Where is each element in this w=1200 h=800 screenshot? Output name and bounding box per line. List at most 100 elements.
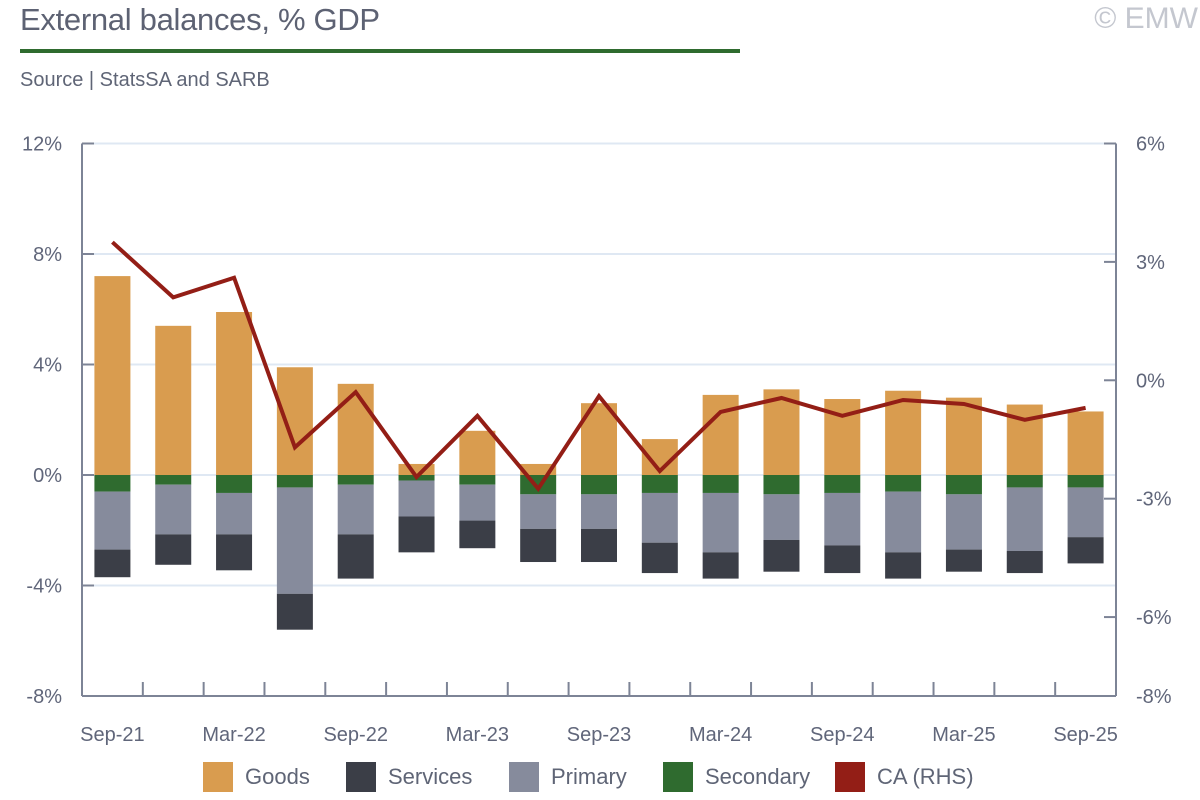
legend-item-secondary: Secondary [663, 762, 810, 792]
bar-primary [824, 492, 861, 546]
right-axis-labels: 6% 3% 0% -3% -6% -8% [1136, 134, 1172, 709]
right-axis-tick-label: -6% [1136, 607, 1172, 629]
left-axis-tick-label: 4% [33, 355, 62, 377]
left-axis-labels: 12% 8% 4% 0% -4% -8% [22, 134, 62, 709]
bar-secondary [945, 475, 982, 495]
bar-secondary [885, 475, 922, 492]
bar-services [216, 534, 253, 571]
bar-goods [94, 276, 131, 475]
x-axis-tick-label: Mar-25 [932, 724, 995, 746]
bar-services [824, 545, 861, 574]
bar-primary [276, 487, 313, 594]
title-underline [20, 49, 740, 53]
legend-item-goods: Goods [203, 762, 310, 792]
bar-services [276, 593, 313, 630]
bar-secondary [581, 475, 617, 495]
bar-services [1006, 550, 1043, 574]
bar-primary [945, 494, 982, 550]
left-axis-tick-label: -4% [26, 576, 62, 598]
bar-services [337, 534, 374, 579]
legend-label-primary: Primary [551, 764, 627, 789]
bar-primary [155, 484, 192, 535]
legend-swatch-ca [835, 762, 865, 792]
bar-primary [641, 492, 678, 543]
x-axis-tick-label: Sep-23 [567, 724, 632, 746]
legend-swatch-primary [509, 762, 539, 792]
bar-services [945, 549, 982, 572]
bar-secondary [641, 475, 678, 493]
legend: Goods Services Primary Secondary CA (RHS… [0, 762, 1200, 800]
bar-secondary [276, 475, 313, 488]
legend-item-primary: Primary [509, 762, 627, 792]
bar-primary [337, 484, 374, 535]
bar-primary [581, 494, 617, 529]
right-axis-tick-label: 0% [1136, 370, 1165, 392]
bar-primary [216, 492, 253, 535]
legend-swatch-goods [203, 762, 233, 792]
bar-services [763, 539, 800, 572]
bar-primary [763, 494, 800, 540]
x-axis-tick-label: Mar-23 [446, 724, 509, 746]
legend-label-services: Services [388, 764, 473, 789]
right-axis-tick-label: 6% [1136, 134, 1165, 156]
bar-primary [459, 484, 496, 521]
axes [81, 142, 1117, 697]
gridlines [82, 142, 1116, 587]
left-axis-tick-label: 8% [33, 244, 62, 266]
right-axis-tick-label: -8% [1136, 686, 1172, 708]
left-axis-tick-label: 0% [33, 465, 62, 487]
bar-goods [763, 389, 800, 475]
bar-services [459, 520, 496, 549]
bar-primary [885, 491, 922, 553]
left-axis-tick-label: -8% [26, 686, 62, 708]
bar-services [398, 516, 435, 553]
x-axis-tick-label: Sep-22 [323, 724, 388, 746]
bar-services [520, 528, 557, 563]
bar-secondary [155, 475, 192, 485]
legend-item-services: Services [346, 762, 472, 792]
bar-primary [702, 492, 739, 553]
x-axis-tick-label: Sep-21 [80, 724, 145, 746]
bar-goods [398, 463, 435, 475]
ca-line-series [111, 240, 1086, 493]
bar-secondary [216, 475, 253, 493]
legend-swatch-services [346, 762, 376, 792]
bar-services [885, 552, 922, 579]
bar-secondary [459, 475, 496, 485]
bar-goods [520, 463, 557, 475]
bar-secondary [702, 475, 739, 493]
bar-goods [702, 394, 739, 475]
x-axis-tick-label: Sep-25 [1053, 724, 1118, 746]
bar-primary [94, 491, 131, 550]
bar-secondary [94, 475, 131, 492]
bar-goods [276, 367, 313, 475]
bar-services [155, 534, 192, 565]
bar-primary [1006, 487, 1043, 551]
ca-line [111, 240, 1086, 493]
bar-services [94, 549, 131, 578]
copyright-watermark: © EMW [1094, 2, 1198, 35]
left-axis-tick-label: 12% [22, 134, 62, 156]
bar-goods [459, 430, 496, 475]
x-axis-tick-label: Mar-22 [202, 724, 265, 746]
bar-goods [337, 383, 374, 475]
bar-services [1067, 537, 1104, 564]
bar-primary [1067, 487, 1104, 538]
x-axis-tick-label: Mar-24 [689, 724, 752, 746]
x-axis-tick-label: Sep-24 [810, 724, 875, 746]
bar-secondary [824, 475, 861, 493]
bar-services [581, 528, 617, 563]
bar-goods [216, 312, 253, 475]
chart-title: External balances, % GDP [20, 2, 380, 37]
bar-primary [398, 480, 435, 517]
bar-goods [155, 325, 192, 475]
x-axis-labels: Sep-21 Mar-22 Sep-22 Mar-23 Sep-23 Mar-24 Sep-… [80, 724, 1118, 746]
bar-services [641, 542, 678, 574]
bar-goods [1067, 411, 1104, 475]
bar-secondary [1006, 475, 1043, 488]
chart-source: Source | StatsSA and SARB [20, 69, 270, 91]
legend-swatch-secondary [663, 762, 693, 792]
legend-label-goods: Goods [245, 764, 310, 789]
bar-services [702, 552, 739, 579]
